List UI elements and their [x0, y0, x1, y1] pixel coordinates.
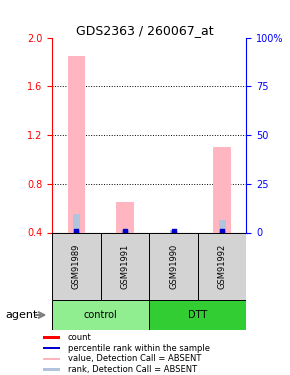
Text: rank, Detection Call = ABSENT: rank, Detection Call = ABSENT — [68, 365, 197, 374]
Bar — [43, 336, 60, 339]
Text: GDS2363 / 260067_at: GDS2363 / 260067_at — [76, 24, 214, 38]
FancyBboxPatch shape — [101, 232, 149, 300]
Text: control: control — [84, 310, 118, 320]
Point — [171, 228, 176, 234]
Point — [123, 230, 127, 236]
Point — [74, 230, 79, 236]
Text: count: count — [68, 333, 92, 342]
Point — [220, 228, 224, 234]
Text: value, Detection Call = ABSENT: value, Detection Call = ABSENT — [68, 354, 201, 363]
FancyBboxPatch shape — [52, 232, 101, 300]
Text: GSM91992: GSM91992 — [218, 244, 227, 289]
Point — [171, 230, 176, 236]
FancyBboxPatch shape — [149, 300, 246, 330]
Text: GSM91991: GSM91991 — [121, 244, 130, 289]
Point — [74, 228, 79, 234]
Bar — [170, 230, 177, 232]
Bar — [43, 357, 60, 360]
Text: DTT: DTT — [188, 310, 208, 320]
Bar — [116, 202, 134, 232]
Bar — [68, 56, 85, 232]
Point — [220, 230, 224, 236]
Text: percentile rank within the sample: percentile rank within the sample — [68, 344, 210, 352]
FancyBboxPatch shape — [52, 300, 149, 330]
FancyBboxPatch shape — [149, 232, 198, 300]
Bar — [43, 347, 60, 350]
Bar — [43, 368, 60, 371]
Text: agent: agent — [6, 310, 38, 320]
Text: GSM91989: GSM91989 — [72, 244, 81, 289]
Point — [123, 228, 127, 234]
Bar — [213, 147, 231, 232]
Bar — [73, 214, 80, 232]
FancyBboxPatch shape — [198, 232, 246, 300]
Text: GSM91990: GSM91990 — [169, 244, 178, 289]
Bar — [122, 230, 129, 232]
Bar — [219, 220, 226, 232]
